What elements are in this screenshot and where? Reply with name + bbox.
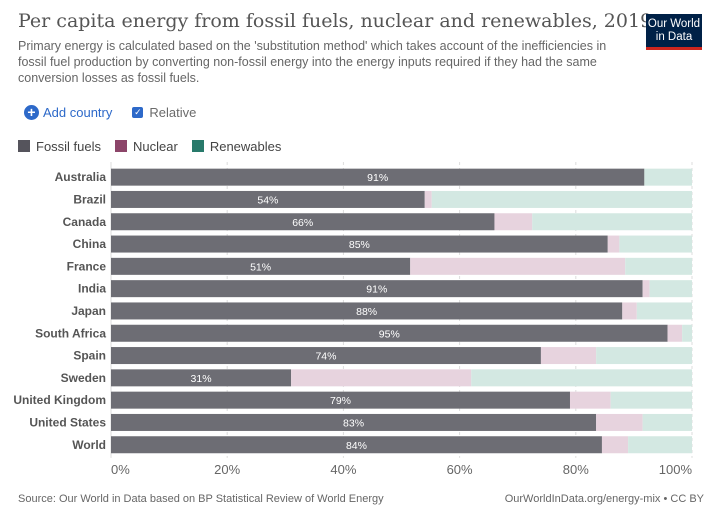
category-label: United Kingdom	[13, 393, 106, 407]
data-label: 88%	[356, 306, 377, 318]
bar-fossil	[111, 257, 411, 275]
legend-item-renewables[interactable]: Renewables	[191, 138, 282, 154]
bar-fossil	[111, 302, 623, 320]
bar-nuclear	[596, 413, 643, 431]
category-label: Japan	[71, 304, 106, 318]
bar-renewables	[471, 369, 692, 387]
category-label: United States	[29, 415, 106, 429]
bar-nuclear	[622, 302, 637, 320]
data-label: 74%	[315, 351, 336, 363]
bar-renewables	[649, 280, 692, 298]
bar-nuclear	[410, 257, 626, 275]
category-label: Brazil	[73, 192, 106, 206]
legend-swatch-nuclear	[115, 140, 128, 152]
logo-line-2: in Data	[655, 31, 693, 43]
chart-legend: Fossil fuels Nuclear Renewables	[18, 138, 295, 154]
x-tick-label: 60%	[447, 462, 473, 477]
add-country-button[interactable]: + Add country	[24, 104, 113, 120]
data-label: 84%	[346, 440, 367, 452]
data-label: 31%	[191, 373, 212, 385]
bar-nuclear	[667, 324, 683, 342]
source-note: Source: Our World in Data based on BP St…	[18, 493, 384, 505]
category-label: France	[67, 259, 107, 273]
bar-renewables	[431, 190, 692, 208]
category-label: World	[72, 438, 106, 452]
bar-nuclear	[601, 436, 629, 454]
data-label: 51%	[250, 261, 271, 273]
bar-renewables	[610, 391, 692, 409]
bar-renewables	[532, 213, 692, 231]
bar-nuclear	[424, 190, 432, 208]
category-label: Spain	[73, 349, 106, 363]
bar-nuclear	[569, 391, 611, 409]
bar-renewables	[644, 168, 692, 186]
data-label: 66%	[292, 217, 313, 229]
bar-renewables	[636, 302, 692, 320]
bar-nuclear	[607, 235, 620, 253]
legend-label-renewables: Renewables	[209, 138, 282, 154]
bar-renewables	[619, 235, 692, 253]
bar-nuclear	[540, 347, 597, 365]
category-label: China	[73, 237, 107, 251]
data-label: 95%	[379, 328, 400, 340]
category-label: Australia	[55, 170, 107, 184]
bar-fossil	[111, 324, 668, 342]
bar-nuclear	[494, 213, 533, 231]
bar-fossil	[111, 369, 292, 387]
bar-fossil	[111, 190, 425, 208]
plus-circle-icon: +	[24, 104, 39, 120]
legend-swatch-renewables	[191, 140, 204, 152]
bar-renewables	[642, 413, 692, 431]
x-tick-label: 80%	[563, 462, 589, 477]
bar-nuclear	[642, 280, 650, 298]
data-label: 91%	[366, 284, 387, 296]
data-label: 85%	[349, 239, 370, 251]
data-label: 91%	[367, 172, 388, 184]
category-label: Canada	[63, 215, 107, 229]
stacked-bar-chart: 0% 20% 40% 60% 80% 100% Australia 91% Brazil 54% C…	[13, 162, 693, 477]
x-tick-label: 0%	[111, 462, 130, 477]
relative-label: Relative	[149, 104, 197, 120]
bar-renewables	[682, 324, 692, 342]
add-country-label: Add country	[43, 104, 113, 120]
relative-toggle[interactable]: ✓ Relative	[132, 105, 196, 120]
data-label: 83%	[343, 417, 364, 429]
category-label: South Africa	[35, 326, 106, 340]
bar-renewables	[625, 257, 692, 275]
legend-swatch-fossil	[18, 140, 30, 152]
checkbox-checked-icon[interactable]: ✓	[132, 106, 144, 118]
bar-fossil	[111, 436, 602, 454]
bar-fossil	[111, 168, 645, 186]
bar-fossil	[111, 235, 608, 253]
owid-logo[interactable]: Our World in Data	[646, 14, 702, 50]
bar-fossil	[111, 347, 541, 365]
bar-renewables	[596, 347, 692, 365]
bar-fossil	[111, 213, 495, 231]
logo-line-1: Our World	[647, 18, 701, 30]
x-tick-label: 100%	[659, 462, 693, 477]
chart-subtitle: Primary energy is calculated based on th…	[18, 39, 607, 85]
chart-title: Per capita energy from fossil fuels, nuc…	[18, 10, 653, 32]
bar-fossil	[111, 391, 570, 409]
category-label: India	[78, 282, 106, 296]
legend-label-fossil: Fossil fuels	[36, 138, 102, 154]
bar-renewables	[628, 436, 692, 454]
data-label: 54%	[257, 194, 278, 206]
legend-item-fossil[interactable]: Fossil fuels	[18, 139, 101, 154]
category-label: Sweden	[61, 371, 106, 385]
legend-label-nuclear: Nuclear	[133, 138, 178, 154]
x-tick-label: 20%	[214, 462, 240, 477]
footer-url[interactable]: OurWorldInData.org/energy-mix • CC BY	[504, 493, 704, 505]
legend-item-nuclear[interactable]: Nuclear	[115, 139, 178, 154]
x-tick-label: 40%	[330, 462, 356, 477]
bar-nuclear	[291, 369, 472, 387]
data-label: 79%	[330, 395, 351, 407]
chart-controls: + Add country ✓ Relative	[24, 103, 196, 121]
bar-fossil	[111, 280, 643, 298]
bar-fossil	[111, 413, 597, 431]
